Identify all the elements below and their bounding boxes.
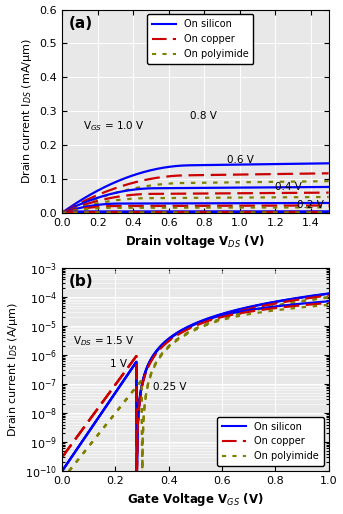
Text: V$_{DS}$ = 1.5 V: V$_{DS}$ = 1.5 V [73, 334, 134, 348]
Legend: On silicon, On copper, On polyimide: On silicon, On copper, On polyimide [147, 14, 253, 64]
Text: 0.8 V: 0.8 V [190, 111, 217, 121]
Text: (b): (b) [69, 274, 93, 289]
Legend: On silicon, On copper, On polyimide: On silicon, On copper, On polyimide [217, 417, 324, 466]
Y-axis label: Drain current I$_{DS}$ (A/µm): Drain current I$_{DS}$ (A/µm) [5, 302, 20, 437]
X-axis label: Gate Voltage V$_{GS}$ (V): Gate Voltage V$_{GS}$ (V) [127, 491, 264, 508]
Text: 1 V: 1 V [110, 359, 127, 369]
Text: 0.2 V: 0.2 V [297, 200, 323, 210]
Y-axis label: Drain current I$_{DS}$ (mA/µm): Drain current I$_{DS}$ (mA/µm) [20, 39, 34, 184]
Text: 0.4 V: 0.4 V [275, 182, 302, 192]
Text: 0.6 V: 0.6 V [227, 155, 254, 165]
Text: (a): (a) [69, 15, 93, 31]
Text: 0.25 V: 0.25 V [153, 382, 186, 392]
Text: V$_{GS}$ = 1.0 V: V$_{GS}$ = 1.0 V [83, 119, 145, 133]
X-axis label: Drain voltage V$_{DS}$ (V): Drain voltage V$_{DS}$ (V) [126, 233, 265, 250]
